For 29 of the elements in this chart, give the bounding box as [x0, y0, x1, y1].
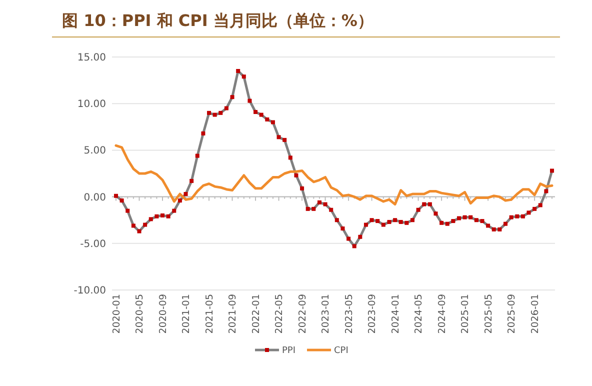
x-tick-label: 2023-09 [367, 294, 378, 334]
chart-title: 图 10：PPI 和 CPI 当月同比（单位：%） [62, 11, 374, 30]
line-series [114, 144, 554, 206]
y-tick-label: 15.00 [77, 52, 106, 64]
x-tick-label: 2024-09 [436, 294, 448, 334]
x-tick-label: 2021-09 [228, 294, 239, 334]
x-tick-label: 2020-05 [134, 294, 146, 334]
x-tick-label: 2025-09 [506, 294, 518, 334]
x-tick-label: 2022-09 [297, 294, 308, 334]
x-tick-label: 2025-05 [483, 294, 494, 334]
x-tick-label: 2024-05 [414, 294, 425, 334]
x-tick-label: 2025-01 [460, 294, 472, 334]
x-tick-label: 2023-01 [320, 294, 332, 334]
x-tick-label: 2022-05 [274, 294, 286, 334]
y-tick-label: 10.00 [77, 99, 106, 110]
y-tick-label: 0.00 [84, 192, 106, 204]
x-tick-label: 2022-01 [250, 294, 262, 334]
legend-label: PPI [282, 346, 296, 356]
x-tick-label: 2021-05 [204, 294, 216, 334]
legend-label: CPI [334, 346, 348, 356]
x-tick-label: 2026-01 [530, 294, 541, 334]
x-tick-label: 2020-01 [111, 294, 122, 334]
x-tick-label: 2021-01 [181, 294, 192, 334]
y-tick-label: -10.00 [74, 286, 106, 296]
x-tick-label: 2020-09 [158, 294, 169, 334]
x-tick-label: 2024-01 [390, 294, 402, 334]
y-tick-label: -5.00 [80, 238, 106, 250]
y-tick-label: 5.00 [84, 146, 106, 157]
x-tick-label: 2023-05 [344, 294, 355, 334]
